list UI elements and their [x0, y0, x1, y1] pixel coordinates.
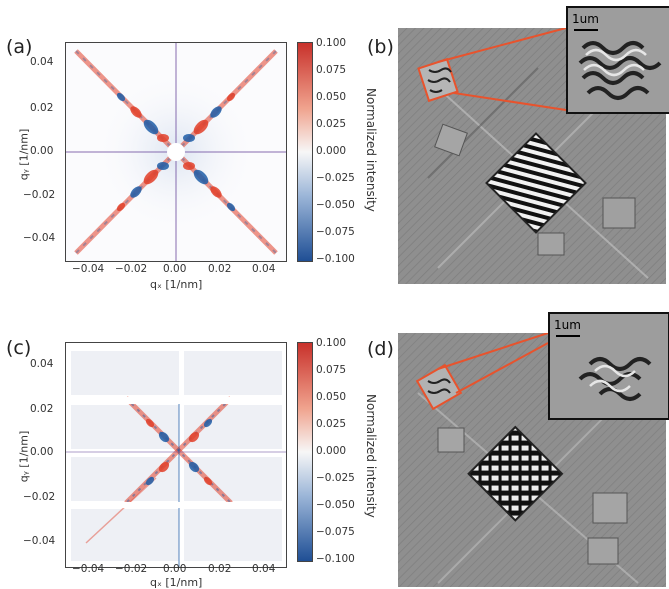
y-axis-title-c: qᵧ [1/nm] — [17, 430, 31, 483]
scale-label-b: 1um — [572, 12, 599, 26]
diffraction-plot-a — [65, 42, 287, 262]
y-tick-c-4: −0.02 — [23, 491, 56, 503]
x-tick-c-4: 0.02 — [208, 563, 232, 575]
y-tick-a-4: −0.02 — [23, 189, 56, 201]
x-tick-c-5: 0.04 — [252, 563, 276, 575]
cb-tick-a-3: 0.050 — [316, 91, 347, 103]
x-tick-a-1: −0.04 — [72, 263, 105, 275]
y-tick-c-3: 0.00 — [30, 446, 54, 458]
panel-a-label: (a) — [6, 36, 33, 58]
x-tick-a-3: 0.00 — [163, 263, 187, 275]
y-axis-title-a: qᵧ [1/nm] — [17, 128, 31, 181]
cb-tick-c-4: 0.025 — [316, 418, 347, 430]
cb-tick-c-6: −0.025 — [316, 472, 355, 484]
panel-c-label: (c) — [6, 337, 32, 359]
x-tick-a-2: −0.02 — [115, 263, 148, 275]
x-tick-c-3: 0.00 — [163, 563, 187, 575]
cb-tick-c-8: −0.075 — [316, 526, 355, 538]
scale-bar-b — [574, 29, 598, 31]
scale-label-d: 1um — [554, 318, 581, 332]
y-tick-c-5: −0.04 — [23, 535, 56, 547]
diffraction-pattern-c — [66, 343, 286, 567]
cb-tick-c-7: −0.050 — [316, 499, 355, 511]
cb-tick-a-5: 0.000 — [316, 145, 347, 157]
y-tick-a-2: 0.02 — [30, 102, 54, 114]
colorbar-a — [297, 42, 313, 262]
colorbar-c — [297, 342, 313, 562]
colorbar-title-c: Normalized intensity — [364, 394, 378, 518]
cb-tick-c-2: 0.075 — [316, 364, 347, 376]
y-tick-a-3: 0.00 — [30, 145, 54, 157]
diffraction-plot-c — [65, 342, 287, 568]
inset-zoom-d: 1um — [548, 312, 669, 420]
y-tick-a-5: −0.04 — [23, 232, 56, 244]
cb-tick-a-1: 0.100 — [316, 37, 347, 49]
cb-tick-a-6: −0.025 — [316, 172, 355, 184]
cb-tick-a-7: −0.050 — [316, 199, 355, 211]
scale-bar-d — [556, 335, 580, 337]
x-tick-a-4: 0.02 — [208, 263, 232, 275]
x-tick-c-1: −0.04 — [72, 563, 105, 575]
cb-tick-c-9: −0.100 — [316, 553, 355, 565]
colorbar-title-a: Normalized intensity — [364, 88, 378, 212]
y-tick-a-1: 0.04 — [30, 56, 54, 68]
panel-b-label: (b) — [367, 36, 394, 58]
y-tick-c-2: 0.02 — [30, 403, 54, 415]
inset-texture-b — [568, 8, 669, 112]
cb-tick-a-8: −0.075 — [316, 226, 355, 238]
y-tick-c-1: 0.04 — [30, 358, 54, 370]
cb-tick-c-5: 0.000 — [316, 445, 347, 457]
panel-d-label: (d) — [367, 338, 394, 360]
x-axis-title-c: qₓ [1/nm] — [150, 576, 203, 589]
cb-tick-a-2: 0.075 — [316, 64, 347, 76]
cb-tick-c-3: 0.050 — [316, 391, 347, 403]
x-tick-a-5: 0.04 — [252, 263, 276, 275]
inset-zoom-b: 1um — [566, 6, 669, 114]
cb-tick-a-4: 0.025 — [316, 118, 347, 130]
inset-texture-d — [550, 314, 668, 418]
x-tick-c-2: −0.02 — [115, 563, 148, 575]
cb-tick-a-9: −0.100 — [316, 253, 355, 265]
x-axis-title-a: qₓ [1/nm] — [150, 278, 203, 291]
diffraction-pattern-a — [66, 43, 286, 261]
cb-tick-c-1: 0.100 — [316, 337, 347, 349]
